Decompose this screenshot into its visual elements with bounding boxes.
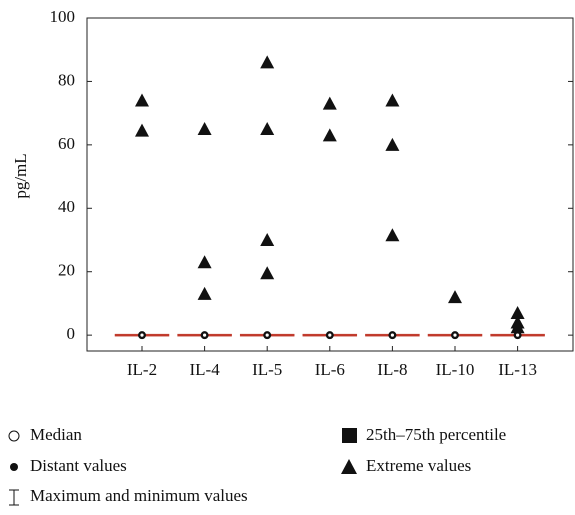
extreme-value — [135, 93, 149, 107]
extreme-value — [322, 128, 337, 142]
extreme-value — [260, 55, 275, 69]
x-tick-label: IL-2 — [127, 360, 157, 379]
y-tick-label: 100 — [50, 7, 76, 26]
extreme-value — [197, 255, 212, 269]
y-tick-label: 20 — [58, 261, 75, 280]
median — [515, 332, 520, 338]
x-tick-label: IL-6 — [315, 360, 345, 379]
x-tick-label: IL-5 — [252, 360, 282, 379]
legend-extreme-icon — [341, 459, 357, 474]
x-tick-label: IL-8 — [377, 360, 407, 379]
plot-frame — [86, 17, 574, 352]
extreme-value — [510, 320, 525, 334]
legend-median-icon — [8, 430, 20, 442]
y-axis-label: pg/mL — [11, 153, 30, 198]
x-tick-label: IL-10 — [436, 360, 475, 379]
legend-label: 25th–75th percentile — [366, 425, 506, 444]
extreme-value — [260, 233, 275, 246]
median — [327, 332, 333, 338]
median — [139, 332, 145, 338]
extreme-value — [197, 286, 212, 300]
extreme-value — [385, 137, 400, 151]
extreme-value — [385, 228, 400, 242]
legend-whisker-icon — [9, 489, 19, 506]
y-tick-label: 60 — [58, 134, 75, 153]
extreme-value — [135, 123, 149, 137]
extreme-value — [260, 266, 275, 280]
extreme-value — [322, 96, 337, 110]
x-tick-label: IL-13 — [498, 360, 537, 379]
median — [202, 332, 208, 338]
median — [452, 332, 458, 338]
legend-label: Distant values — [30, 456, 127, 475]
legend-label: Extreme values — [366, 456, 471, 475]
legend-label: Maximum and minimum values — [30, 486, 248, 505]
legend-label: Median — [30, 425, 82, 444]
extreme-value — [197, 122, 212, 135]
extreme-value — [510, 305, 525, 319]
median — [389, 332, 395, 338]
y-tick-label: 0 — [67, 324, 76, 343]
extreme-value — [385, 93, 400, 107]
median — [264, 332, 270, 338]
y-tick-label: 80 — [58, 70, 75, 89]
extreme-value — [260, 122, 275, 135]
y-tick-label: 40 — [58, 197, 75, 216]
x-tick-label: IL-4 — [189, 360, 220, 379]
extreme-value — [448, 290, 462, 304]
legend-box-icon — [342, 428, 357, 443]
legend-distant-icon — [10, 463, 18, 471]
